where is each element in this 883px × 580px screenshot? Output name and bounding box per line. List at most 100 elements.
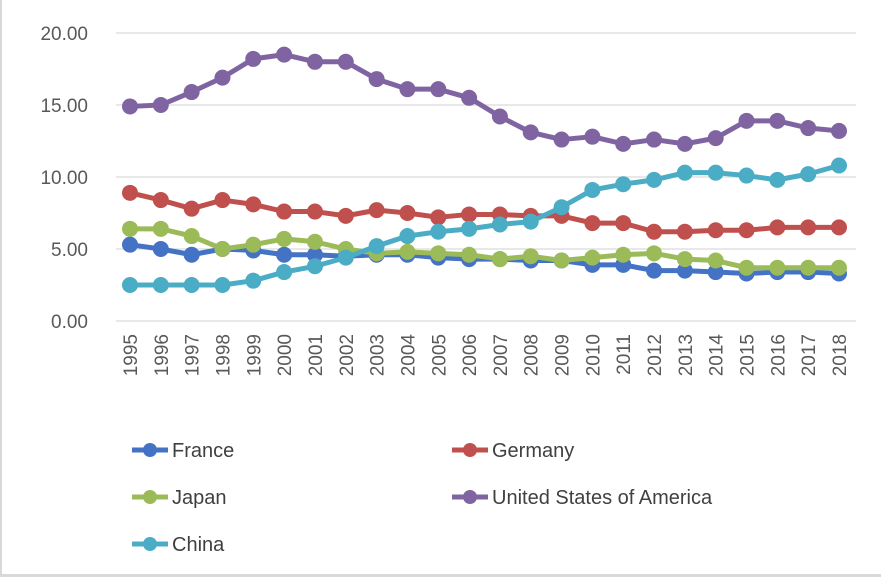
legend-marker-germany [463,443,477,457]
x-tick-label: 2002 [337,334,358,376]
data-point-japan [831,259,847,276]
data-point-united-states-of-america [491,108,508,125]
data-point-japan [399,243,416,260]
data-point-germany [738,222,755,239]
data-point-japan [122,220,138,237]
x-tick-label: 2015 [738,334,759,376]
data-point-germany [245,196,262,213]
x-tick-label: 2004 [398,334,419,377]
data-point-germany [707,222,724,239]
data-point-china [676,164,693,181]
data-point-china [522,213,539,230]
data-point-china [337,249,354,266]
x-tick-label: 2013 [676,334,697,376]
data-point-united-states-of-america [769,112,786,129]
data-point-germany [306,203,323,220]
data-point-japan [615,246,632,263]
data-point-japan [430,245,447,262]
data-point-united-states-of-america [399,81,416,98]
data-point-united-states-of-america [245,50,262,67]
data-point-germany [399,205,416,221]
data-point-china [368,238,385,255]
data-point-germany [831,219,847,236]
data-point-united-states-of-america [831,122,847,139]
legend-marker-france [143,443,157,457]
data-point-japan [461,246,478,263]
data-point-china [214,277,231,293]
data-point-france [646,262,663,279]
data-point-japan [214,241,231,257]
legend-label-japan: Japan [172,487,227,509]
data-point-japan [646,245,663,262]
x-tick-label: 2009 [553,334,574,376]
data-point-china [800,166,817,183]
data-point-united-states-of-america [676,135,693,152]
legend: France Germany Japan United States of Ameri… [132,440,713,556]
y-tick-label: 5.00 [51,240,88,261]
data-point-china [122,277,138,293]
data-point-china [245,272,262,289]
y-tick-label: 10.00 [40,168,88,189]
x-tick-label: 2001 [306,334,327,376]
x-tick-label: 2016 [768,334,789,376]
data-point-japan [152,220,169,237]
data-point-japan [553,252,570,269]
legend-marker-china [143,537,157,551]
y-tick-label: 15.00 [40,96,88,117]
data-point-china [738,167,755,184]
data-point-france [306,246,323,263]
data-point-united-states-of-america [646,131,663,148]
series-united-states-of-america [122,46,847,152]
data-point-france [707,264,724,281]
legend-item-japan: Japan [132,487,227,509]
x-axis-ticks: 1995 1996 1997 1998 1999 2000 2001 2002 2003 2004… [121,334,851,377]
data-point-germany [430,209,447,226]
x-tick-label: 2012 [645,334,666,376]
legend-label-united-states-of-america: United States of America [492,487,713,509]
x-tick-label: 2014 [707,334,728,377]
data-point-france [676,262,693,279]
data-point-germany [800,219,817,236]
gridlines [116,32,856,322]
data-point-china [399,228,416,245]
data-point-germany [337,207,354,224]
x-tick-label: 1998 [213,334,234,376]
data-point-germany [368,202,385,219]
data-point-japan [306,233,323,250]
data-point-france [183,246,200,263]
data-point-china [584,181,601,198]
data-point-japan [676,251,693,268]
data-point-united-states-of-america [368,71,385,88]
data-point-united-states-of-america [430,81,447,98]
data-point-france [276,246,293,263]
data-point-united-states-of-america [584,128,601,145]
legend-marker-japan [143,490,157,504]
data-point-united-states-of-america [122,98,138,115]
data-point-united-states-of-america [707,130,724,147]
x-tick-label: 2011 [614,334,635,375]
x-tick-label: 1996 [152,334,173,376]
x-tick-label: 2018 [830,334,851,376]
data-point-china [491,216,508,233]
data-point-united-states-of-america [152,97,169,113]
x-tick-label: 2007 [491,334,512,376]
data-point-germany [584,215,601,232]
x-tick-label: 2010 [583,334,604,376]
data-point-china [183,277,200,293]
data-point-united-states-of-america [276,46,293,63]
data-point-france [122,236,138,253]
data-point-china [831,157,847,174]
data-point-united-states-of-america [738,112,755,129]
data-point-germany [122,184,138,201]
legend-item-france: France [132,440,234,462]
data-point-japan [245,236,262,253]
data-point-japan [584,249,601,266]
data-point-china [306,258,323,275]
data-point-china [707,164,724,181]
data-point-japan [183,228,200,245]
y-axis-ticks: 0.00 5.00 10.00 15.00 20.00 [40,24,88,333]
data-point-france [152,241,169,257]
series-line-china [130,163,840,288]
data-point-united-states-of-america [337,53,354,70]
x-tick-label: 1995 [121,334,142,376]
